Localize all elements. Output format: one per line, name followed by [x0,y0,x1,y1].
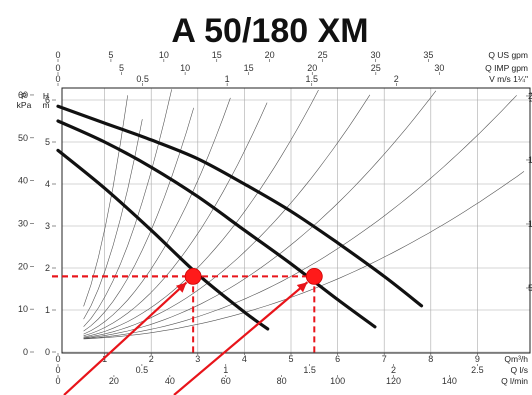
top-axis-tick-label: 15 [212,50,222,60]
top-axis-tick-label: 25 [318,50,328,60]
bottom-axis-tick-label: 2.5 [471,365,484,375]
left-axis-tick-label: 20 [18,261,28,271]
left-axis-tick-label: 0 [45,347,50,357]
bottom-axis-tick-label: 140 [442,376,457,386]
top-axis-unit: V m/s 1¼" [489,74,528,84]
left-axis-tick-label: 5 [45,137,50,147]
top-axis-tick-label: 1.5 [305,74,318,84]
top-axis-tick-label: 0 [55,63,60,73]
bottom-axis-tick-label: 40 [165,376,175,386]
bottom-axis-tick-label: 120 [386,376,401,386]
bottom-axis-tick-label: 5 [288,354,293,364]
left-axis-tick-label: 10 [18,304,28,314]
bottom-axis-tick-label: 100 [330,376,345,386]
top-axis-tick-label: 5 [119,63,124,73]
bottom-axis-tick-label: 3 [195,354,200,364]
bottom-axis-tick-label: 0 [55,354,60,364]
left-axis-unit: kPa [17,100,32,110]
top-axis-tick-label: 2 [394,74,399,84]
bottom-axis-tick-label: 0 [55,365,60,375]
left-axis-tick-label: 3 [45,221,50,231]
top-axis-tick-label: 10 [180,63,190,73]
top-axis-tick-label: 30 [370,50,380,60]
left-axis-tick-label: 40 [18,176,28,186]
top-axis-tick-label: 0 [55,50,60,60]
top-axis-unit: Q IMP gpm [485,63,528,73]
bottom-axis-tick-label: 60 [221,376,231,386]
top-axis-tick-label: 20 [265,50,275,60]
left-axis-tick-label: 4 [45,179,50,189]
chart-title: A 50/180 XM [171,12,368,50]
left-axis-tick-label: 50 [18,133,28,143]
left-axis-tick-label: 0 [23,347,28,357]
top-axis-tick-label: 25 [371,63,381,73]
top-axis-tick-label: 5 [108,50,113,60]
bottom-axis-tick-label: 2 [149,354,154,364]
bottom-axis-tick-label: 2 [391,365,396,375]
operating-point-2 [306,268,322,284]
bottom-axis-tick-label: 6 [335,354,340,364]
bottom-axis-tick-label: 8 [428,354,433,364]
bottom-axis-tick-label: 0.5 [136,365,149,375]
top-axis-tick-label: 30 [434,63,444,73]
bottom-axis-tick-label: 80 [277,376,287,386]
left-axis-unit: m [42,100,49,110]
left-axis-tick-label: 30 [18,218,28,228]
top-axis-tick-label: 10 [159,50,169,60]
bottom-axis-tick-label: 0 [55,376,60,386]
bottom-axis-tick-label: 9 [475,354,480,364]
bottom-axis-unit: Qm³/h [504,354,528,364]
operating-point-1 [185,268,201,284]
top-axis-tick-label: 35 [423,50,433,60]
right-axis-tick-label: 15 [528,155,532,165]
bottom-axis-tick-label: 4 [242,354,247,364]
bottom-axis-tick-label: 1 [223,365,228,375]
bottom-axis-tick-label: 1.5 [303,365,316,375]
top-axis-tick-label: 0.5 [136,74,149,84]
right-axis-tick-label: 5 [528,283,532,293]
right-axis-tick-label: 10 [528,219,532,229]
top-axis-tick-label: 15 [244,63,254,73]
top-axis-unit: Q US gpm [488,50,528,60]
bottom-axis-tick-label: 7 [382,354,387,364]
left-axis-tick-label: 1 [45,305,50,315]
left-axis-tick-label: 2 [45,263,50,273]
top-axis-tick-label: 0 [55,74,60,84]
bottom-axis-tick-label: 20 [109,376,119,386]
bottom-axis-unit: Q l/s [511,365,528,375]
top-axis-tick-label: 1 [225,74,230,84]
top-axis-tick-label: 20 [307,63,317,73]
bottom-axis-unit: Q l/min [501,376,528,386]
